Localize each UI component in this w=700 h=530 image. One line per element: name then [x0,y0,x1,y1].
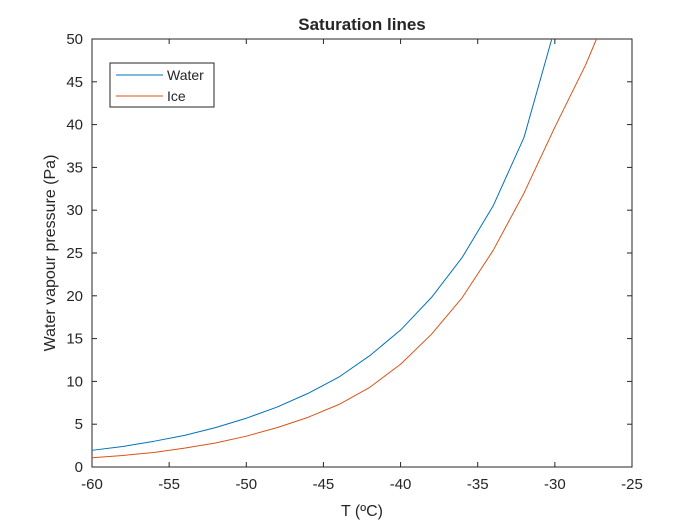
y-tick-label: 30 [66,202,83,219]
y-tick-label: 40 [66,117,83,134]
x-tick-label: -35 [467,476,489,493]
legend-label-water: Water [167,67,204,83]
y-tick-label: 20 [66,288,83,305]
y-tick-label: 5 [75,416,83,433]
series-layer [91,38,597,459]
y-tick-label: 45 [66,74,83,91]
y-tick-label: 35 [66,159,83,176]
y-tick-label: 50 [66,31,83,48]
y-tick-label: 15 [66,331,83,348]
x-axis-label: T (ºC) [341,503,383,520]
legend-label-ice: Ice [167,88,186,104]
legend-box [109,62,215,108]
series-line-ice [91,38,597,459]
y-tick-label: 0 [75,459,83,476]
x-tick-label: -50 [235,476,257,493]
x-tick-label: -30 [544,476,566,493]
series-line-water [91,38,553,451]
y-axis-label: Water vapour pressure (Pa) [42,155,59,352]
axes: -60 -55 -50 -45 -40 -35 -30 -25 0 5 10 15 20 25 30 35 40… [66,31,643,493]
y-tick-label: 10 [66,373,83,390]
x-tick-label: -45 [313,476,335,493]
x-tick-label: -60 [81,476,103,493]
legend: Water Ice [109,62,215,108]
x-tick-label: -25 [621,476,643,493]
x-tick-label: -40 [390,476,412,493]
y-tick-label: 25 [66,245,83,262]
chart-title: Saturation lines [298,15,426,34]
x-tick-label: -55 [158,476,180,493]
